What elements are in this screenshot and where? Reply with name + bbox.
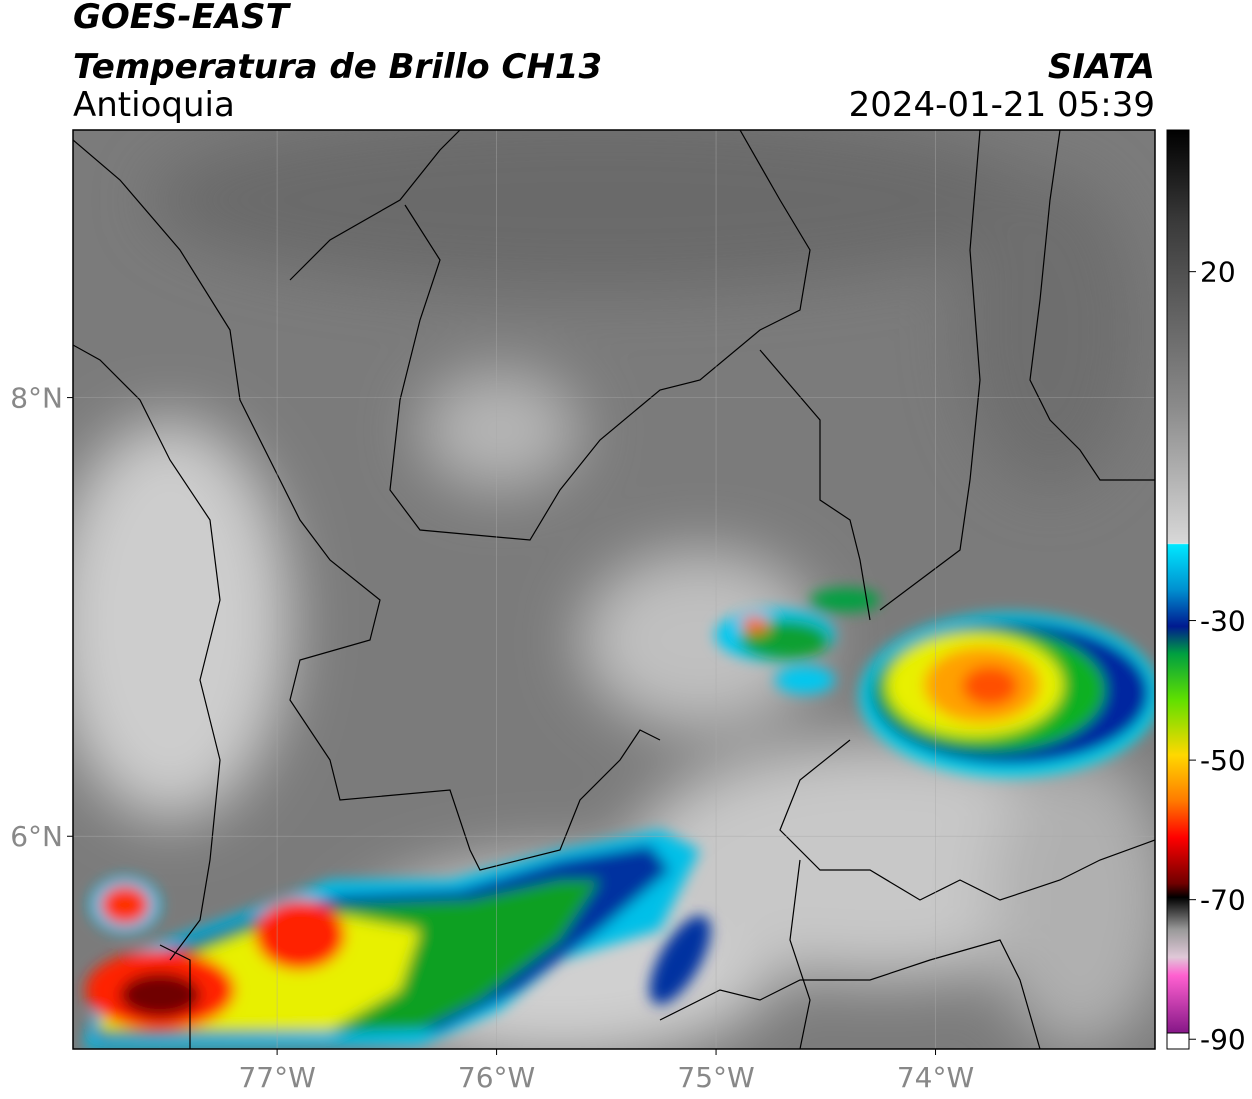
title: GOES-EAST bbox=[73, 0, 292, 37]
colorbar bbox=[1166, 129, 1190, 1050]
map-frame bbox=[72, 129, 1156, 1050]
y-tick-label: 8°N bbox=[10, 382, 63, 415]
subtitle: Temperatura de Brillo CH13 bbox=[73, 47, 602, 87]
y-tick-label: 6°N bbox=[10, 820, 63, 853]
region: Antioquia bbox=[73, 85, 235, 125]
colorbar-label: -30 bbox=[1200, 605, 1246, 638]
x-tick-label: 74°W bbox=[897, 1061, 974, 1094]
x-tick-label: 77°W bbox=[238, 1061, 315, 1094]
source: SIATA bbox=[1048, 47, 1155, 87]
x-tick-label: 75°W bbox=[677, 1061, 754, 1094]
datetime: 2024-01-21 05:39 bbox=[849, 85, 1155, 125]
colorbar-label: -50 bbox=[1200, 744, 1246, 777]
x-tick-label: 76°W bbox=[458, 1061, 535, 1094]
colorbar-label: -70 bbox=[1200, 884, 1246, 917]
graticule bbox=[73, 130, 1155, 1049]
colorbar-label: -90 bbox=[1200, 1023, 1246, 1056]
colorbar-under bbox=[1166, 1032, 1190, 1050]
colorbar-label: 20 bbox=[1200, 256, 1236, 289]
map-image bbox=[73, 130, 1155, 1049]
